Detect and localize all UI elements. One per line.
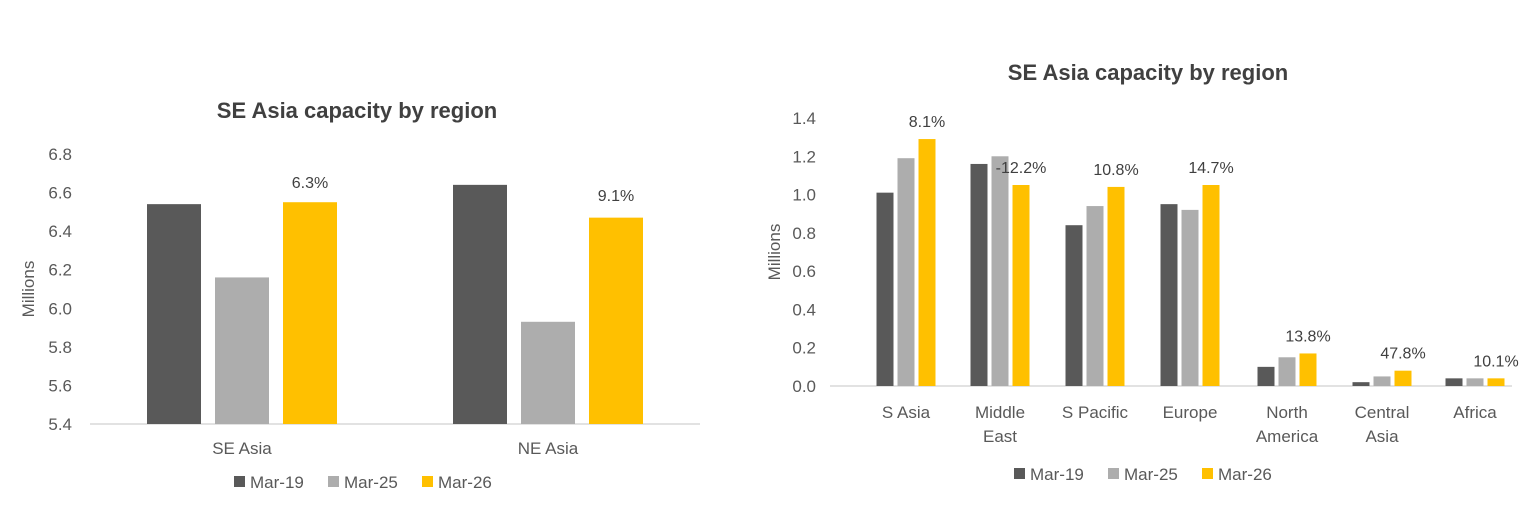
x-tick-label: America [1256, 427, 1319, 446]
data-label: 47.8% [1380, 346, 1425, 363]
legend: Mar-19 Mar-25 Mar-26 [234, 473, 492, 492]
chart-title: SE Asia capacity by region [217, 98, 497, 123]
bar-mar-26-middle-east [1012, 185, 1030, 386]
legend-label: Mar-19 [250, 473, 304, 492]
bar-mar-25-africa [1466, 378, 1484, 386]
legend-swatch-mar-19 [1014, 468, 1025, 479]
x-tick-label: Middle [975, 403, 1025, 422]
y-tick-label: 5.8 [48, 338, 72, 357]
data-label: 13.8% [1285, 328, 1330, 345]
data-label: 10.1% [1473, 353, 1518, 370]
data-label: 9.1% [598, 188, 634, 205]
legend-label: Mar-19 [1030, 465, 1084, 484]
data-label: 14.7% [1188, 160, 1233, 177]
y-tick-label: 6.8 [48, 145, 72, 164]
y-tick-label: 0.4 [792, 300, 816, 319]
bar-mar-19-africa [1445, 378, 1463, 386]
bar-mar-25-middle-east [991, 156, 1009, 386]
bar-mar-19-s-pacific [1065, 225, 1083, 386]
y-axis-label: Millions [19, 261, 38, 318]
y-tick-label: 1.2 [792, 147, 816, 166]
bar-mar-25-s-asia [897, 158, 915, 386]
bar-mar-25-s-pacific [1086, 206, 1104, 386]
legend: Mar-19 Mar-25 Mar-26 [1014, 465, 1272, 484]
legend-swatch-mar-19 [234, 476, 245, 487]
y-tick-label: 6.2 [48, 261, 72, 280]
chart-2: SE Asia capacity by region Millions 0.0 0.2… [765, 60, 1519, 484]
y-tick-label: 1.4 [792, 109, 816, 128]
legend-label: Mar-26 [1218, 465, 1272, 484]
chart-1: SE Asia capacity by region Millions 5.4 5.6… [19, 98, 700, 492]
x-tick-label: Africa [1453, 403, 1497, 422]
chart-title: SE Asia capacity by region [1008, 60, 1288, 85]
x-tick-label: Europe [1163, 403, 1218, 422]
bar-mar-25-central-asia [1373, 376, 1391, 386]
bar-mar-25-north-america [1278, 357, 1296, 386]
bar-mar-19-north-america [1257, 366, 1275, 386]
x-tick-label: East [983, 427, 1017, 446]
bar-mar-19-europe [1160, 204, 1178, 386]
bar-mar-26-europe [1202, 185, 1220, 386]
bar-mar-19-se-asia [147, 204, 201, 424]
x-tick-label: NE Asia [518, 439, 579, 458]
y-axis-label: Millions [765, 224, 784, 281]
bar-mar-26-se-asia [283, 202, 337, 424]
bar-mar-25-ne-asia [521, 321, 575, 424]
x-tick-label: Central [1355, 403, 1410, 422]
bar-mar-19-middle-east [970, 163, 988, 386]
bar-mar-26-s-pacific [1107, 186, 1125, 386]
bar-mar-19-s-asia [876, 192, 894, 386]
legend-swatch-mar-26 [1202, 468, 1213, 479]
y-tick-label: 6.4 [48, 222, 72, 241]
legend-label: Mar-26 [438, 473, 492, 492]
x-tick-label: Asia [1365, 427, 1399, 446]
legend-swatch-mar-25 [1108, 468, 1119, 479]
bar-mar-19-central-asia [1352, 382, 1370, 386]
bar-mar-25-se-asia [215, 277, 269, 424]
legend-swatch-mar-26 [422, 476, 433, 487]
x-tick-label: SE Asia [212, 439, 272, 458]
bar-mar-26-africa [1487, 378, 1505, 386]
y-tick-label: 6.0 [48, 299, 72, 318]
bar-mar-26-s-asia [918, 139, 936, 386]
data-label: 8.1% [909, 114, 945, 131]
y-tick-label: 0.6 [792, 262, 816, 281]
y-tick-label: 0.0 [792, 377, 816, 396]
x-tick-label: S Pacific [1062, 403, 1129, 422]
bar-mar-26-ne-asia [589, 217, 643, 424]
x-tick-label: North [1266, 403, 1308, 422]
legend-label: Mar-25 [1124, 465, 1178, 484]
bar-mar-26-north-america [1299, 353, 1317, 386]
legend-label: Mar-25 [344, 473, 398, 492]
bar-mar-26-central-asia [1394, 370, 1412, 386]
data-label: -12.2% [996, 160, 1047, 177]
data-label: 10.8% [1093, 162, 1138, 179]
data-label: 6.3% [292, 175, 328, 192]
y-tick-label: 6.6 [48, 184, 72, 203]
y-tick-label: 0.8 [792, 224, 816, 243]
bar-mar-19-ne-asia [453, 184, 507, 424]
x-tick-label: S Asia [882, 403, 931, 422]
y-tick-label: 1.0 [792, 186, 816, 205]
y-tick-label: 5.4 [48, 415, 72, 434]
legend-swatch-mar-25 [328, 476, 339, 487]
y-tick-label: 5.6 [48, 376, 72, 395]
bar-mar-25-europe [1181, 209, 1199, 386]
y-tick-label: 0.2 [792, 339, 816, 358]
